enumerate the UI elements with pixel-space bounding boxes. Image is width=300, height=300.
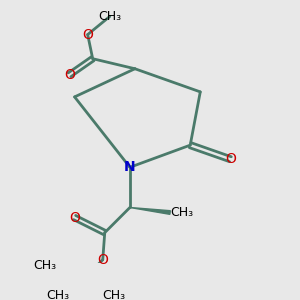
Text: CH₃: CH₃ [46, 290, 70, 300]
Text: CH₃: CH₃ [103, 290, 126, 300]
Text: CH₃: CH₃ [33, 259, 56, 272]
Text: O: O [69, 211, 80, 224]
Text: O: O [82, 28, 93, 42]
Polygon shape [130, 208, 170, 214]
Text: N: N [124, 160, 136, 174]
Text: CH₃: CH₃ [170, 206, 193, 219]
Text: O: O [64, 68, 75, 82]
Text: O: O [97, 253, 108, 267]
Text: CH₃: CH₃ [98, 10, 121, 23]
Text: O: O [225, 152, 236, 166]
